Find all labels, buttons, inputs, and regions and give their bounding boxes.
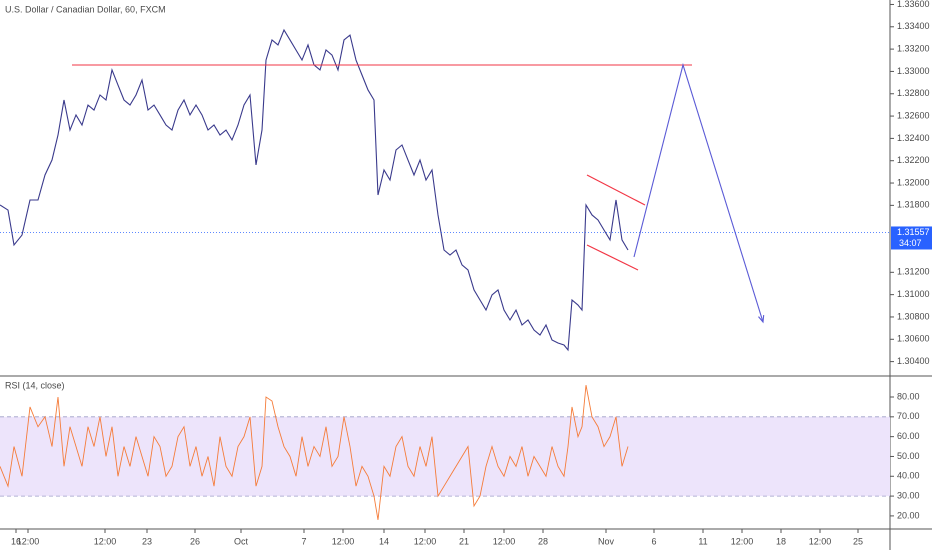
last-price-tag	[891, 226, 932, 250]
y-tick-label: 60.00	[897, 431, 920, 441]
y-tick-label: 1.33600	[897, 0, 930, 9]
x-tick-label: 23	[142, 536, 152, 546]
projection-arrow	[633, 62, 764, 323]
x-tick-label: 21	[459, 536, 469, 546]
x-tick-label: 16	[11, 536, 21, 546]
chart-title: U.S. Dollar / Canadian Dollar, 60, FXCM	[5, 4, 166, 14]
last-price-label: 1.31557	[897, 227, 930, 237]
x-tick-label: 12:00	[17, 536, 40, 546]
y-tick-label: 1.32800	[897, 88, 930, 98]
y-tick-label: 1.32400	[897, 133, 930, 143]
x-tick-label: Nov	[598, 536, 615, 546]
rsi-line	[0, 385, 629, 520]
arrow-head	[758, 314, 765, 324]
y-tick-label: 80.00	[897, 391, 920, 401]
x-tick-label: 6	[651, 536, 656, 546]
y-tick-label: 30.00	[897, 490, 920, 500]
y-tick-label: 40.00	[897, 471, 920, 481]
x-tick-label: 26	[190, 536, 200, 546]
x-tick-label: 12:00	[332, 536, 355, 546]
y-tick-label: 20.00	[897, 510, 920, 520]
rsi-band	[0, 416, 890, 497]
channel-line	[586, 174, 646, 206]
y-tick-label: 1.33400	[897, 21, 930, 31]
countdown-label: 34:07	[899, 238, 922, 248]
y-tick-label: 1.33200	[897, 43, 930, 53]
y-tick-label: 1.31000	[897, 289, 930, 299]
y-tick-label: 1.32200	[897, 155, 930, 165]
price-line	[0, 28, 629, 352]
x-tick-label: 12:00	[414, 536, 437, 546]
y-tick-label: 70.00	[897, 411, 920, 421]
x-tick-label: 12:00	[94, 536, 117, 546]
x-tick-label: 25	[853, 536, 863, 546]
y-tick-label: 1.32000	[897, 177, 930, 187]
x-tick-label: 12:00	[809, 536, 832, 546]
y-tick-label: 1.32600	[897, 110, 930, 120]
y-tick-label: 50.00	[897, 451, 920, 461]
x-tick-label: 7	[301, 536, 306, 546]
y-tick-label: 1.33000	[897, 66, 930, 76]
y-tick-label: 1.30600	[897, 334, 930, 344]
channel-line	[586, 244, 639, 271]
x-tick-label: 28	[538, 536, 548, 546]
x-tick-label: 14	[379, 536, 389, 546]
y-tick-label: 1.31200	[897, 267, 930, 277]
x-tick-label: 18	[776, 536, 786, 546]
y-tick-label: 1.31800	[897, 200, 930, 210]
x-tick-label: 12:00	[493, 536, 516, 546]
y-tick-label: 1.30800	[897, 311, 930, 321]
x-tick-label: 11	[698, 536, 707, 546]
x-tick-label: Oct	[234, 536, 249, 546]
x-tick-label: 12:00	[731, 536, 754, 546]
rsi-title: RSI (14, close)	[5, 380, 65, 390]
y-tick-label: 1.30400	[897, 356, 930, 366]
